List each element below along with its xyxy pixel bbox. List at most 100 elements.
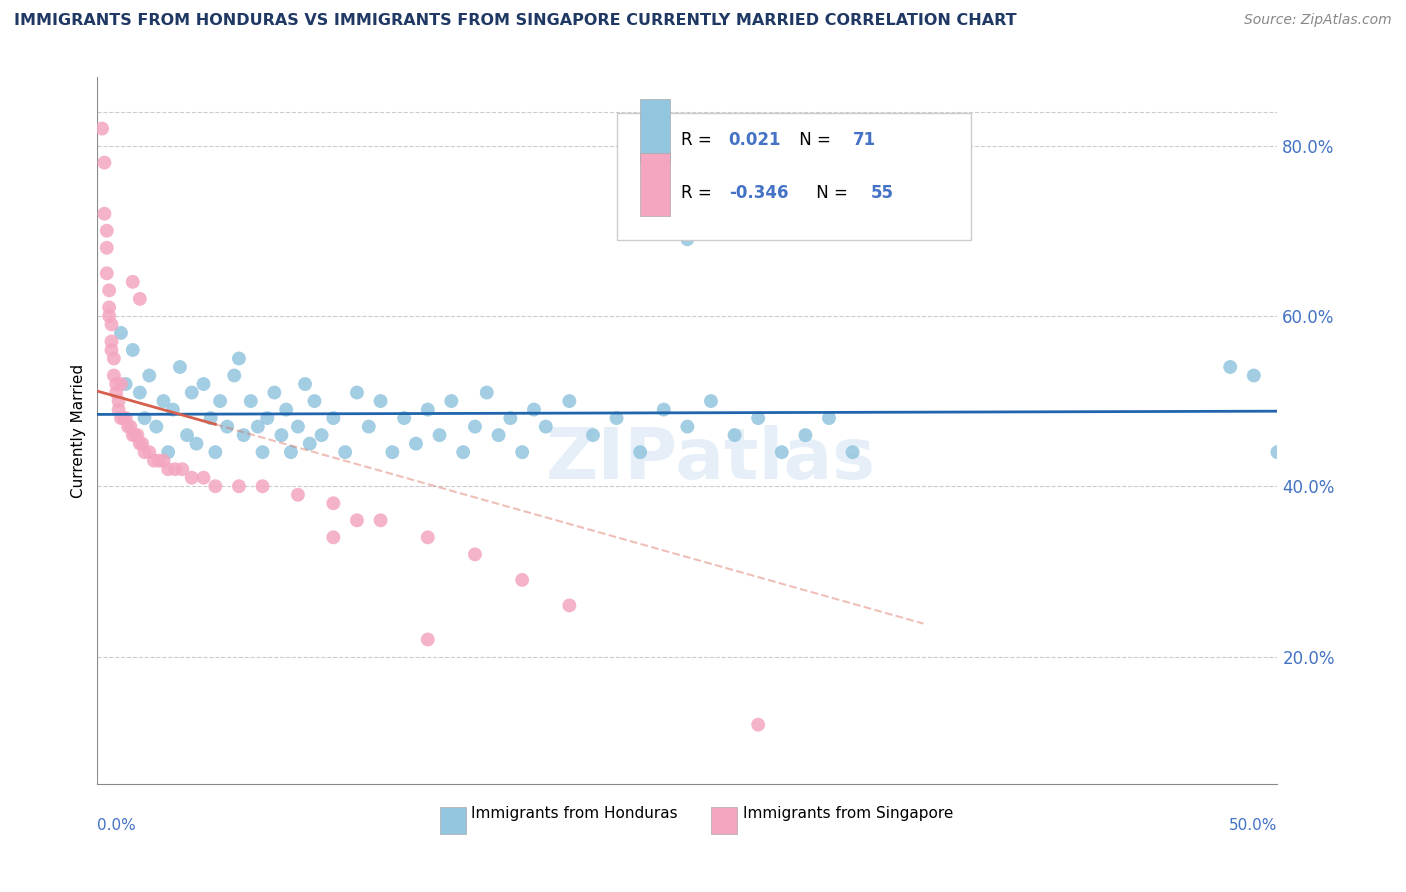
Point xyxy=(180,385,202,400)
Point xyxy=(114,411,136,425)
Point xyxy=(440,394,463,409)
Point xyxy=(162,402,184,417)
Point xyxy=(193,471,215,485)
Point xyxy=(311,428,333,442)
Point xyxy=(464,547,486,561)
Point xyxy=(263,385,285,400)
Point xyxy=(333,445,356,459)
Point xyxy=(107,402,129,417)
Point xyxy=(128,385,150,400)
Point xyxy=(322,530,344,544)
Point xyxy=(232,428,254,442)
Point xyxy=(117,419,139,434)
Point xyxy=(280,445,302,459)
Point xyxy=(270,428,292,442)
Text: ZIPatlas: ZIPatlas xyxy=(546,425,876,493)
Point xyxy=(105,385,128,400)
Point xyxy=(209,394,232,409)
Point xyxy=(124,428,146,442)
Point xyxy=(128,292,150,306)
Point xyxy=(392,411,415,425)
Point xyxy=(294,377,316,392)
Point xyxy=(239,394,262,409)
Text: IMMIGRANTS FROM HONDURAS VS IMMIGRANTS FROM SINGAPORE CURRENTLY MARRIED CORRELAT: IMMIGRANTS FROM HONDURAS VS IMMIGRANTS F… xyxy=(14,13,1017,29)
Point xyxy=(98,301,121,315)
Point xyxy=(346,385,368,400)
Text: Immigrants from Honduras: Immigrants from Honduras xyxy=(471,805,678,821)
Point xyxy=(747,717,769,731)
Point xyxy=(157,462,180,476)
Point xyxy=(416,402,439,417)
Text: 55: 55 xyxy=(870,185,893,202)
Point xyxy=(193,377,215,392)
Point xyxy=(180,471,202,485)
Point xyxy=(93,207,115,221)
Point xyxy=(700,394,723,409)
Text: 50.0%: 50.0% xyxy=(1229,818,1278,833)
Text: -0.346: -0.346 xyxy=(728,185,789,202)
Point xyxy=(416,530,439,544)
Point xyxy=(357,419,380,434)
Point xyxy=(186,436,208,450)
Point xyxy=(818,411,841,425)
Point xyxy=(157,445,180,459)
Point xyxy=(534,419,557,434)
Point xyxy=(224,368,246,383)
Point xyxy=(100,343,122,357)
Text: N =: N = xyxy=(811,185,853,202)
Text: R =: R = xyxy=(682,185,717,202)
Point xyxy=(114,377,136,392)
Point xyxy=(110,377,132,392)
Point xyxy=(172,462,194,476)
Point xyxy=(723,428,745,442)
FancyBboxPatch shape xyxy=(617,112,970,240)
Point xyxy=(100,318,122,332)
Point xyxy=(370,513,392,527)
Text: Source: ZipAtlas.com: Source: ZipAtlas.com xyxy=(1244,13,1392,28)
Point xyxy=(276,402,298,417)
Point xyxy=(105,377,128,392)
Point xyxy=(606,411,628,425)
Point xyxy=(128,436,150,450)
Point xyxy=(298,436,321,450)
Point xyxy=(558,599,581,613)
Y-axis label: Currently Married: Currently Married xyxy=(72,364,86,498)
Point xyxy=(246,419,269,434)
Point xyxy=(346,513,368,527)
Point xyxy=(381,445,404,459)
Point xyxy=(1219,359,1241,374)
Point xyxy=(148,453,170,467)
Point xyxy=(152,453,174,467)
Point xyxy=(1243,368,1265,383)
Point xyxy=(121,428,143,442)
Text: 0.0%: 0.0% xyxy=(97,818,136,833)
Point xyxy=(582,428,605,442)
Point xyxy=(200,411,222,425)
Point xyxy=(416,632,439,647)
Point xyxy=(322,496,344,510)
FancyBboxPatch shape xyxy=(711,807,737,834)
Point xyxy=(256,411,278,425)
Point xyxy=(676,232,699,246)
Text: R =: R = xyxy=(682,131,717,149)
Point xyxy=(145,419,167,434)
Point xyxy=(228,479,250,493)
Point xyxy=(98,309,121,323)
FancyBboxPatch shape xyxy=(440,807,465,834)
Point xyxy=(121,343,143,357)
Point xyxy=(152,394,174,409)
Point xyxy=(112,411,135,425)
Text: 71: 71 xyxy=(852,131,876,149)
Point xyxy=(131,436,153,450)
Point xyxy=(475,385,498,400)
Point xyxy=(747,411,769,425)
Point xyxy=(770,445,793,459)
Text: N =: N = xyxy=(793,131,835,149)
Point xyxy=(676,419,699,434)
Point xyxy=(91,121,114,136)
Point xyxy=(451,445,474,459)
Point xyxy=(287,488,309,502)
Text: Immigrants from Singapore: Immigrants from Singapore xyxy=(742,805,953,821)
Point xyxy=(841,445,863,459)
Point xyxy=(652,402,675,417)
